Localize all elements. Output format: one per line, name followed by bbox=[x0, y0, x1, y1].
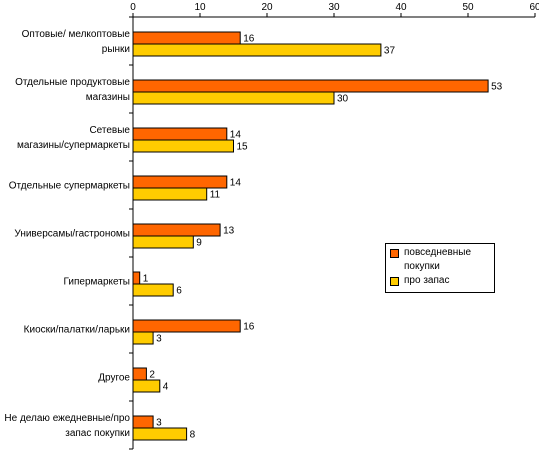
x-tick-label: 20 bbox=[261, 2, 273, 13]
category-label: Киоски/палатки/ларьки bbox=[24, 325, 130, 336]
data-label: 11 bbox=[210, 190, 221, 201]
x-tick-label: 10 bbox=[194, 2, 206, 13]
bar-daily bbox=[132, 79, 489, 93]
data-label: 6 bbox=[176, 286, 182, 297]
data-label: 53 bbox=[491, 82, 503, 93]
bar-daily bbox=[132, 319, 241, 333]
category-label: рынки bbox=[102, 44, 130, 55]
bar-daily bbox=[132, 223, 221, 237]
x-tick-label: 40 bbox=[395, 2, 407, 13]
data-label: 3 bbox=[156, 334, 162, 345]
bar-stock bbox=[132, 43, 382, 57]
x-tick-label: 60 bbox=[529, 2, 539, 13]
x-tick-label: 0 bbox=[130, 2, 136, 13]
category-label: Не делаю ежедневные/про bbox=[4, 413, 130, 424]
legend-item-daily: повседневные покупки bbox=[390, 246, 490, 274]
bar-stock bbox=[132, 235, 194, 249]
bar-stock bbox=[132, 379, 161, 393]
legend-swatch-stock bbox=[390, 277, 399, 286]
legend: повседневные покупки про запас bbox=[385, 243, 495, 293]
bar-stock bbox=[132, 187, 208, 201]
data-label: 14 bbox=[230, 178, 242, 189]
category-label: Отдельные продуктовые bbox=[15, 77, 130, 88]
data-label: 15 bbox=[237, 142, 249, 153]
data-label: 8 bbox=[190, 430, 196, 441]
bar-stock bbox=[132, 91, 335, 105]
category-label: Гипермаркеты bbox=[64, 277, 130, 288]
category-label: Другое bbox=[98, 373, 130, 384]
data-label: 4 bbox=[163, 382, 169, 393]
data-label: 16 bbox=[243, 34, 255, 45]
category-label: Оптовые/ мелкоптовые bbox=[22, 29, 131, 40]
bar-daily bbox=[132, 271, 141, 285]
bar-daily bbox=[132, 175, 228, 189]
category-label: магазины/супермаркеты bbox=[17, 140, 130, 151]
data-label: 2 bbox=[149, 370, 155, 381]
data-label: 37 bbox=[384, 46, 396, 57]
data-label: 14 bbox=[230, 130, 242, 141]
data-label: 3 bbox=[156, 418, 162, 429]
bar-stock bbox=[132, 427, 188, 441]
legend-swatch-daily bbox=[390, 249, 399, 258]
legend-item-stock: про запас bbox=[390, 274, 490, 288]
bar-stock bbox=[132, 331, 154, 345]
bar-stock bbox=[132, 283, 174, 297]
bar-daily bbox=[132, 127, 228, 141]
category-label: Сетевые bbox=[89, 125, 130, 136]
data-label: 9 bbox=[196, 238, 202, 249]
bar-daily bbox=[132, 31, 241, 45]
category-label: запас покупки bbox=[65, 428, 130, 439]
legend-label-stock: про запас bbox=[404, 275, 450, 286]
bar-stock bbox=[132, 139, 234, 153]
legend-label-daily: повседневные покупки bbox=[404, 247, 472, 272]
x-tick-label: 50 bbox=[462, 2, 474, 13]
category-label: Универсамы/гастрономы bbox=[14, 229, 130, 240]
bar-daily bbox=[132, 367, 147, 381]
data-label: 16 bbox=[243, 322, 255, 333]
category-label: Отдельные супермаркеты bbox=[9, 181, 130, 192]
data-label: 1 bbox=[143, 274, 149, 285]
category-label: магазины bbox=[86, 92, 130, 103]
x-tick-label: 30 bbox=[328, 2, 340, 13]
bar-daily bbox=[132, 415, 154, 429]
data-label: 13 bbox=[223, 226, 235, 237]
data-label: 30 bbox=[337, 94, 349, 105]
